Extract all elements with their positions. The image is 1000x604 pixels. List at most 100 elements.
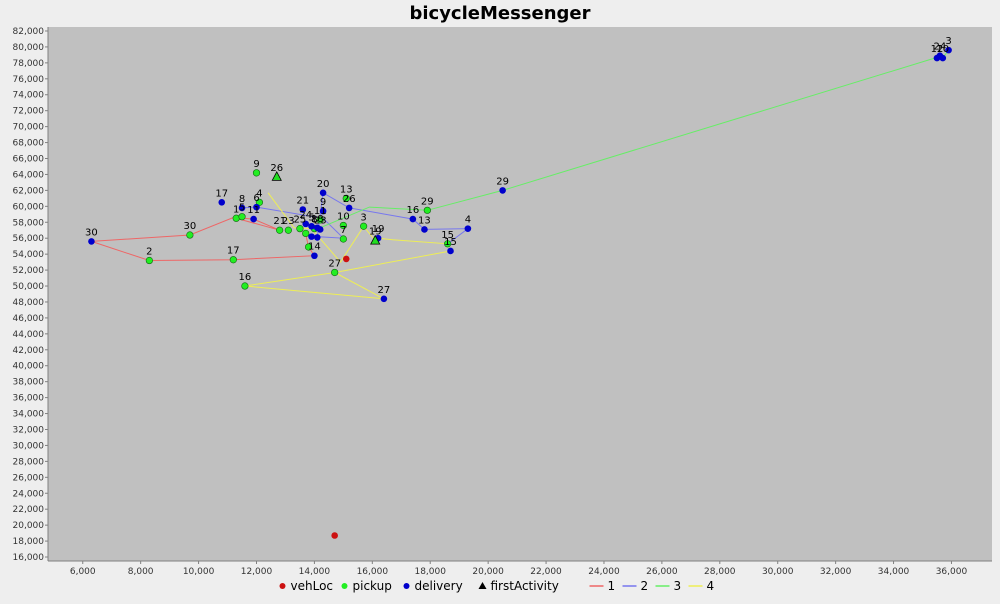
y-tick-label: 30,000 [13,441,45,451]
first-activity-label: 26 [270,163,283,174]
delivery-point [299,206,307,213]
y-tick-label: 24,000 [13,489,45,499]
y-tick-label: 60,000 [13,202,45,212]
pickup-point [339,221,347,230]
delivery-label: 30 [85,227,98,238]
legend-swatch-vehLoc [279,583,286,589]
legend-label-4: 4 [707,579,715,593]
vehicle-location-point [342,255,350,263]
points-layer [88,46,952,539]
delivery-point [314,234,321,241]
delivery-label: 20 [317,179,330,190]
pickup-point [360,222,368,230]
legend-label-2: 2 [641,579,649,593]
chart-title: bicycleMessenger [409,3,590,24]
delivery-point [238,204,246,212]
y-tick-label: 64,000 [13,170,45,180]
y-tick-label: 38,000 [13,378,45,388]
pickup-label: 21 [273,216,286,227]
x-tick-label: 22,000 [530,567,562,577]
pickup-label: 2 [146,247,152,258]
y-tick-label: 42,000 [13,346,45,356]
legend-label-pickup: pickup [353,579,392,593]
y-tick-label: 28,000 [13,457,45,467]
x-tick-label: 36,000 [936,567,968,577]
pickup-point [342,194,350,202]
y-tick-label: 18,000 [13,537,45,547]
delivery-point [447,247,454,255]
delivery-label: 14 [308,242,321,253]
delivery-label: 3 [945,36,951,47]
pickup-label: 15 [441,230,454,241]
y-tick-label: 82,000 [13,27,45,37]
pickup-point [423,206,431,214]
pickup-label: 17 [227,246,240,257]
delivery-point [316,226,324,233]
pickup-point [238,213,246,221]
delivery-label: 24 [299,210,312,221]
pickup-point [284,226,292,234]
pickup-label: 13 [340,184,353,195]
delivery-label: 26 [343,194,356,205]
pickup-point [186,231,194,239]
x-tick-label: 28,000 [704,567,736,577]
legend-label-1: 1 [608,579,616,593]
delivery-point [345,204,353,212]
delivery-point [253,203,260,211]
pickup-point [305,243,313,251]
pickup-point [302,229,310,238]
delivery-label: 6 [253,193,259,204]
y-tick-label: 26,000 [13,473,45,483]
delivery-label: 5 [308,212,314,223]
delivery-point [88,238,95,245]
delivery-point [409,215,417,223]
delivery-label: 13 [418,215,431,226]
pickup-label: 7 [340,225,346,236]
delivery-label: 24 [934,42,947,53]
delivery-label: 27 [378,285,391,296]
x-tick-label: 12,000 [241,567,273,577]
pickup-point [229,256,237,264]
pickup-point [145,256,153,265]
pickup-label: 1 [233,204,239,215]
route-line-4 [244,192,452,300]
x-tick-label: 18,000 [414,567,446,577]
pickup-point [444,240,452,248]
vehicle-location-point [331,532,338,539]
y-tick-label: 70,000 [13,123,45,133]
y-tick-label: 22,000 [13,505,45,515]
delivery-label: 8 [239,194,245,205]
y-tick-label: 80,000 [13,43,45,53]
delivery-label: 9 [320,197,326,208]
delivery-point [250,215,257,223]
y-tick-label: 54,000 [13,250,45,260]
first-activity-marker [370,234,381,245]
delivery-point [302,220,310,228]
delivery-label: 15 [444,237,457,248]
x-tick-label: 6,000 [70,567,96,577]
y-tick-label: 48,000 [13,298,45,308]
x-tick-label: 32,000 [820,567,852,577]
pickup-point [252,169,261,177]
delivery-point [464,225,472,232]
first-activity-label: 19 [369,227,382,238]
pickup-label: 27 [328,259,341,270]
y-tick-label: 76,000 [13,75,45,85]
delivery-label: 16 [407,205,420,216]
y-tick-label: 58,000 [13,218,45,228]
delivery-label: 10 [936,44,949,55]
y-tick-label: 62,000 [13,186,45,196]
y-tick-label: 78,000 [13,59,45,69]
delivery-label: 21 [296,196,309,207]
axes-layer: 6,000 8,000 10,000 12,000 14,000 16,000 18,000… [13,27,992,577]
delivery-label: 19 [372,224,385,235]
x-tick-label: 26,000 [646,567,678,577]
pickup-label: 30 [184,221,197,232]
x-tick-label: 20,000 [472,567,504,577]
y-tick-label: 50,000 [13,282,45,292]
y-tick-label: 66,000 [13,155,45,165]
delivery-label: 12 [931,44,944,55]
